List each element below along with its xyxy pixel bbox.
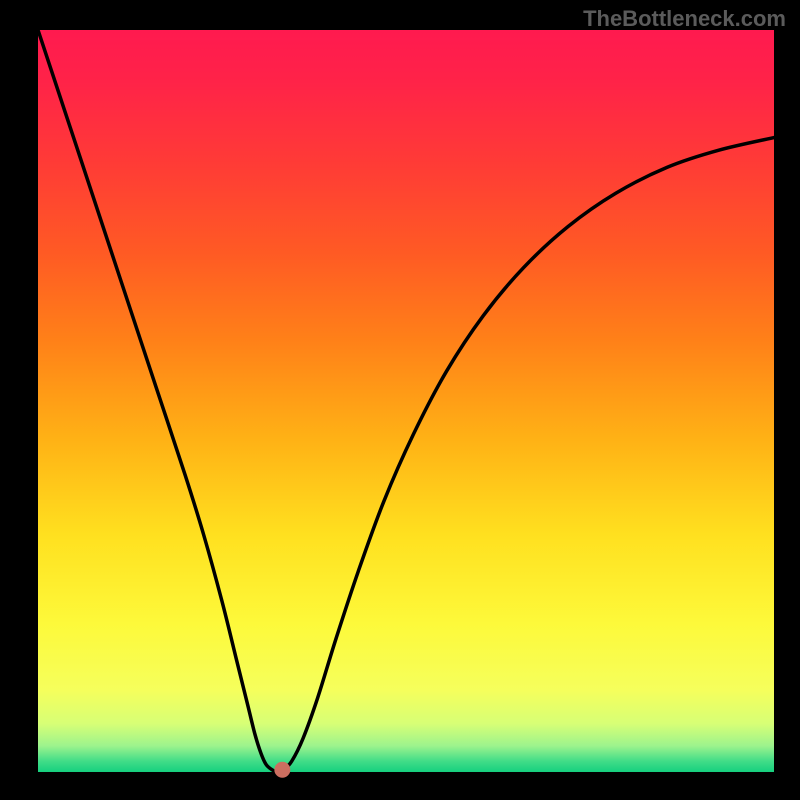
- optimum-marker: [274, 762, 290, 778]
- bottleneck-curve: [0, 0, 800, 800]
- watermark-text: TheBottleneck.com: [583, 6, 786, 32]
- chart-canvas: TheBottleneck.com: [0, 0, 800, 800]
- curve-path: [38, 30, 774, 772]
